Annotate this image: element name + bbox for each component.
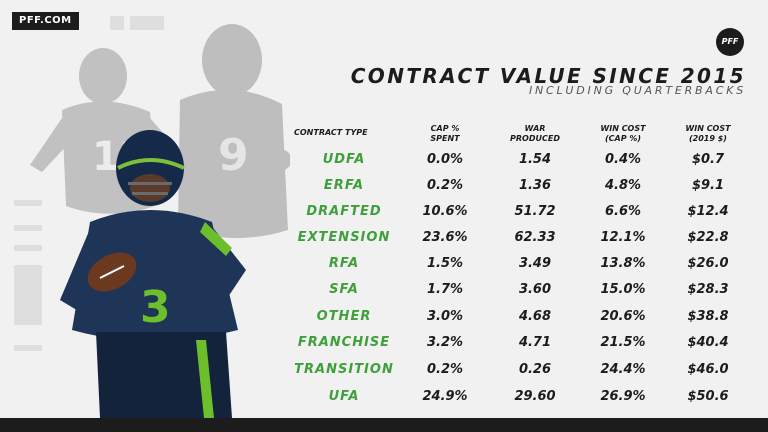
header-contract-type: CONTRACT TYPE bbox=[294, 128, 404, 138]
win-cost-2019-cell: $40.4 bbox=[687, 335, 729, 350]
player-artwork: 12 9 3 bbox=[30, 24, 290, 418]
win-cost-cap-cell: 0.4% bbox=[604, 152, 642, 167]
deco-bar bbox=[14, 345, 42, 351]
win-cost-cap-cell: 4.8% bbox=[604, 178, 642, 193]
header-cap-spent: CAP % SPENT bbox=[410, 120, 480, 148]
war-produced-cell: 3.60 bbox=[518, 282, 552, 297]
win-cost-2019-cell: $9.1 bbox=[691, 178, 725, 193]
table-row: OTHER 3.0% 4.68 20.6% $38.8 bbox=[288, 307, 748, 327]
header-win2019-line1: WIN COST bbox=[685, 124, 731, 133]
deco-bar bbox=[14, 265, 42, 325]
table-row: EXTENSION 23.6% 62.33 12.1% $22.8 bbox=[288, 228, 748, 248]
header-cap-line2: SPENT bbox=[430, 134, 460, 143]
win-cost-2019-cell: $38.8 bbox=[687, 309, 729, 324]
table-row: RFA 1.5% 3.49 13.8% $26.0 bbox=[288, 254, 748, 274]
win-cost-cap-cell: 13.8% bbox=[600, 256, 646, 271]
front-player-number: 3 bbox=[140, 282, 171, 333]
win-cost-cap-cell: 21.5% bbox=[600, 335, 646, 350]
contract-type-cell: UFA bbox=[328, 389, 360, 404]
header-contract-type-label: CONTRACT TYPE bbox=[294, 128, 368, 137]
cap-spent-cell: 3.2% bbox=[426, 335, 464, 350]
header-wincap-line1: WIN COST bbox=[600, 124, 646, 133]
page-subtitle: INCLUDING QUARTERBACKS bbox=[528, 84, 746, 97]
cap-spent-cell: 0.2% bbox=[426, 178, 464, 193]
front-player[interactable] bbox=[60, 130, 246, 418]
win-cost-cap-cell: 26.9% bbox=[600, 389, 646, 404]
header-war-line1: WAR bbox=[524, 124, 546, 133]
war-produced-cell: 62.33 bbox=[514, 230, 556, 245]
deco-bar bbox=[14, 245, 42, 251]
background-player-center bbox=[178, 24, 290, 239]
win-cost-cap-cell: 12.1% bbox=[600, 230, 646, 245]
cap-spent-cell: 24.9% bbox=[422, 389, 468, 404]
header-win2019-line2: (2019 $) bbox=[689, 134, 727, 143]
win-cost-2019-cell: $22.8 bbox=[687, 230, 729, 245]
deco-bar bbox=[14, 225, 42, 231]
contract-type-cell: DRAFTED bbox=[306, 204, 382, 219]
cap-spent-cell: 0.2% bbox=[426, 362, 464, 377]
win-cost-2019-cell: $26.0 bbox=[687, 256, 729, 271]
header-cap-line1: CAP % bbox=[430, 124, 460, 133]
cap-spent-cell: 1.7% bbox=[426, 282, 464, 297]
contract-type-cell: FRANCHISE bbox=[297, 335, 391, 350]
background-player-center-number: 9 bbox=[218, 130, 249, 181]
contract-type-cell: EXTENSION bbox=[297, 230, 391, 245]
cap-spent-cell: 1.5% bbox=[426, 256, 464, 271]
header-war-produced: WAR PRODUCED bbox=[497, 120, 573, 148]
contract-type-cell: OTHER bbox=[316, 309, 372, 324]
header-war-line2: PRODUCED bbox=[510, 134, 560, 143]
pff-logo[interactable]: PFF.COM bbox=[12, 12, 79, 30]
table-row: TRANSITION 0.2% 0.26 24.4% $46.0 bbox=[288, 360, 748, 380]
contract-type-cell: TRANSITION bbox=[294, 362, 394, 377]
deco-bar bbox=[130, 16, 164, 30]
win-cost-2019-cell: $50.6 bbox=[687, 389, 729, 404]
cap-spent-cell: 10.6% bbox=[422, 204, 468, 219]
contract-type-cell: ERFA bbox=[323, 178, 365, 193]
cap-spent-cell: 0.0% bbox=[426, 152, 464, 167]
pff-shield-icon: PFF bbox=[716, 28, 744, 56]
war-produced-cell: 1.36 bbox=[518, 178, 552, 193]
footer-bar bbox=[0, 418, 768, 432]
page-title: CONTRACT VALUE SINCE 2015 bbox=[350, 64, 746, 88]
win-cost-cap-cell: 20.6% bbox=[600, 309, 646, 324]
win-cost-2019-cell: $46.0 bbox=[687, 362, 729, 377]
war-produced-cell: 51.72 bbox=[514, 204, 556, 219]
war-produced-cell: 4.71 bbox=[518, 335, 552, 350]
header-win-cost-2019: WIN COST (2019 $) bbox=[670, 120, 746, 148]
table-row: ERFA 0.2% 1.36 4.8% $9.1 bbox=[288, 176, 748, 196]
cap-spent-cell: 3.0% bbox=[426, 309, 464, 324]
cap-spent-cell: 23.6% bbox=[422, 230, 468, 245]
table-row: UDFA 0.0% 1.54 0.4% $0.7 bbox=[288, 150, 748, 170]
war-produced-cell: 29.60 bbox=[514, 389, 556, 404]
win-cost-cap-cell: 24.4% bbox=[600, 362, 646, 377]
deco-bar bbox=[14, 200, 42, 206]
table-row: UFA 24.9% 29.60 26.9% $50.6 bbox=[288, 387, 748, 407]
win-cost-2019-cell: $28.3 bbox=[687, 282, 729, 297]
win-cost-cap-cell: 6.6% bbox=[604, 204, 642, 219]
war-produced-cell: 4.68 bbox=[518, 309, 552, 324]
win-cost-cap-cell: 15.0% bbox=[600, 282, 646, 297]
war-produced-cell: 0.26 bbox=[518, 362, 552, 377]
contract-type-cell: SFA bbox=[329, 282, 359, 297]
contract-type-cell: UDFA bbox=[322, 152, 366, 167]
header-wincap-line2: (CAP %) bbox=[604, 134, 642, 143]
war-produced-cell: 1.54 bbox=[518, 152, 552, 167]
deco-bar bbox=[110, 16, 124, 30]
table-row: SFA 1.7% 3.60 15.0% $28.3 bbox=[288, 280, 748, 300]
contract-type-cell: RFA bbox=[328, 256, 360, 271]
header-win-cost-cap: WIN COST (CAP %) bbox=[585, 120, 661, 148]
war-produced-cell: 3.49 bbox=[518, 256, 552, 271]
win-cost-2019-cell: $0.7 bbox=[691, 152, 725, 167]
win-cost-2019-cell: $12.4 bbox=[687, 204, 729, 219]
table-row: FRANCHISE 3.2% 4.71 21.5% $40.4 bbox=[288, 333, 748, 353]
table-row: DRAFTED 10.6% 51.72 6.6% $12.4 bbox=[288, 202, 748, 222]
